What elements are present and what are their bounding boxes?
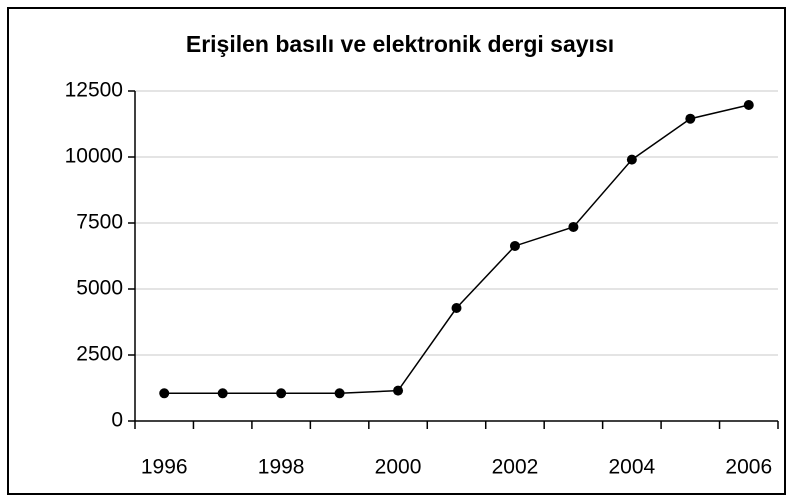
y-tick-label: 0 [111,409,123,432]
point [509,240,520,251]
x-tick-label: 2006 [725,456,772,479]
point [159,388,170,399]
y-tick-label: 12500 [65,79,123,102]
point [743,99,754,110]
point [568,221,579,232]
point [334,388,345,399]
x-tick-label: 2000 [375,456,422,479]
x-tick-label: 1998 [258,456,305,479]
point [393,385,404,396]
point [685,113,696,124]
point [217,388,228,399]
point [276,388,287,399]
y-tick-label: 10000 [65,145,123,168]
chart-title: Erişilen basılı ve elektronik dergi sayı… [186,31,614,57]
y-tick-label: 7500 [76,211,123,234]
y-tick-label: 5000 [76,277,123,300]
chart-border [7,7,786,495]
x-tick-label: 1996 [141,456,188,479]
x-tick-label: 2002 [492,456,539,479]
point [451,303,462,314]
point [626,154,637,165]
y-tick-label: 2500 [76,343,123,366]
x-tick-label: 2004 [609,456,656,479]
